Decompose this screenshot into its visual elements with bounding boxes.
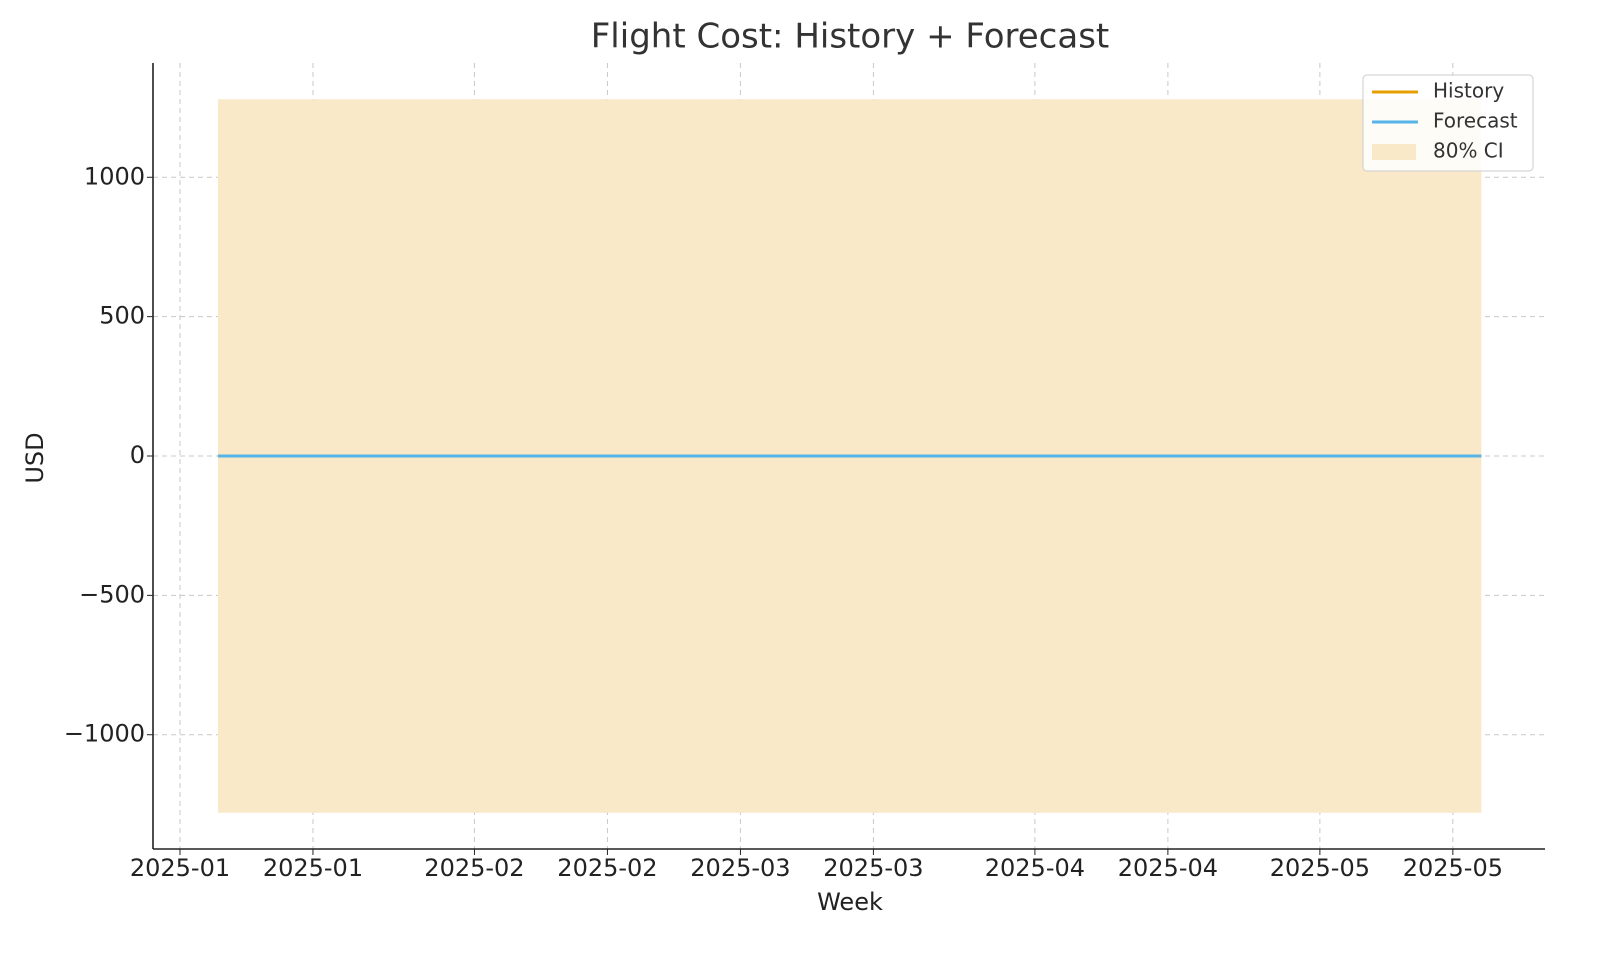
x-tick-label: 2025-03 [690,854,790,882]
legend-swatch [1372,144,1416,160]
x-axis-label: Week [817,888,883,916]
legend-label: History [1433,79,1504,103]
x-tick-label: 2025-05 [1270,854,1370,882]
y-axis-label: USD [21,432,49,483]
x-tick-label: 2025-05 [1403,854,1503,882]
x-tick-label: 2025-04 [985,854,1085,882]
y-tick-label: 500 [99,302,145,330]
legend-label: 80% CI [1433,139,1504,163]
chart-title: Flight Cost: History + Forecast [591,17,1110,57]
x-tick-label: 2025-03 [823,854,923,882]
x-tick-label: 2025-01 [130,854,230,882]
x-tick-label: 2025-04 [1118,854,1218,882]
y-tick-label: 1000 [84,162,145,190]
y-tick-label: −500 [79,580,145,608]
y-tick-label: −1000 [64,720,145,748]
x-tick-label: 2025-01 [263,854,363,882]
y-tick-label: 0 [130,441,145,469]
x-tick-label: 2025-02 [424,854,524,882]
legend-label: Forecast [1433,109,1518,133]
x-tick-label: 2025-02 [557,854,657,882]
